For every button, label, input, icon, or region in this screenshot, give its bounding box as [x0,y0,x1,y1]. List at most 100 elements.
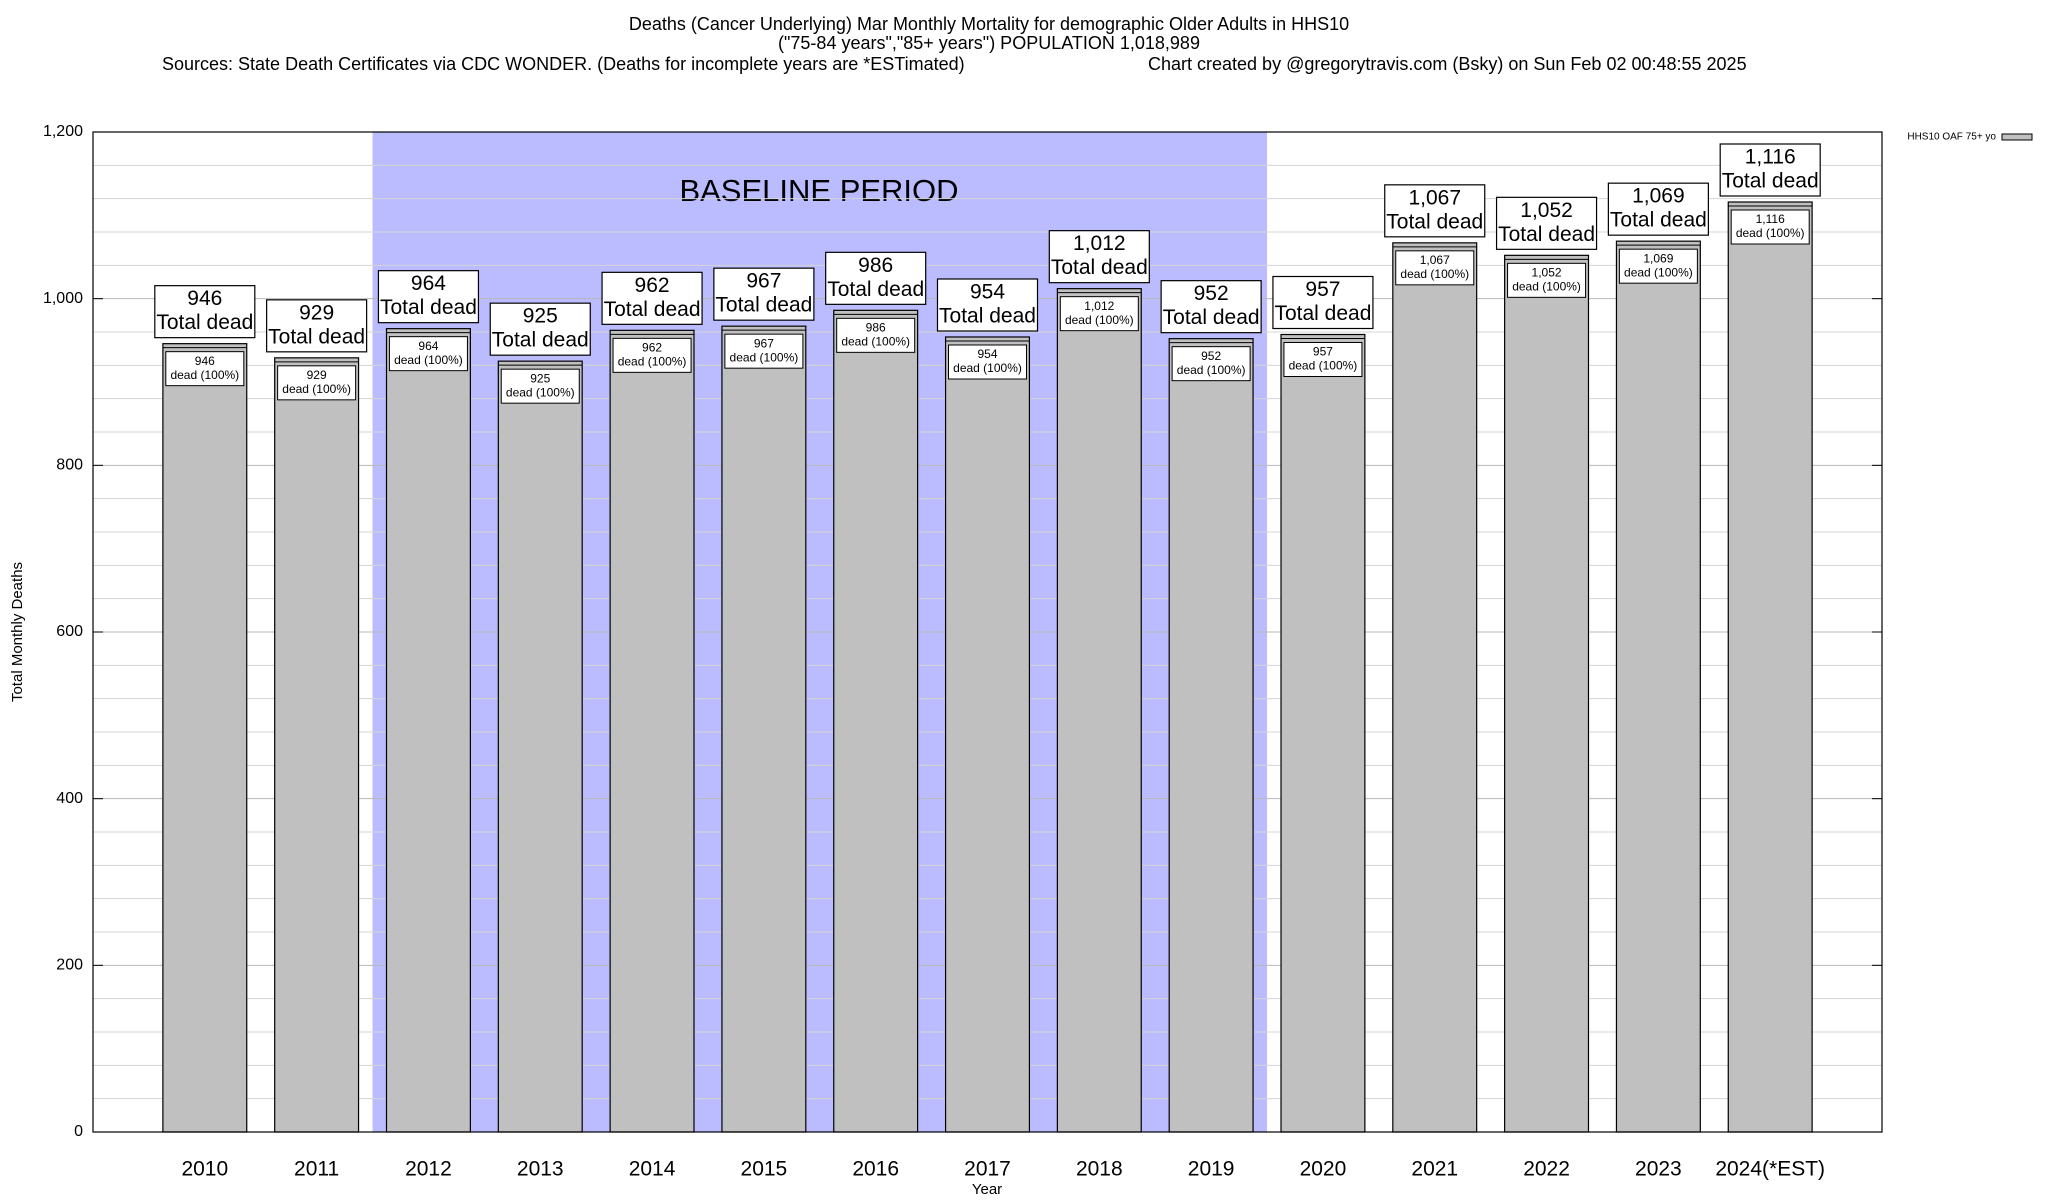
legend-label: HHS10 OAF 75+ yo [1907,132,1996,143]
value-label: 986 [858,254,893,277]
value-label: 929 [299,301,334,324]
bar [1280,333,1366,1133]
total-label-box [1272,275,1374,330]
total-label-box [1495,196,1598,250]
chart-subtitle: ("75-84 years","85+ years") POPULATION 1… [778,33,1200,53]
inner-label-box [388,336,468,372]
inner-label: dead (100%) [953,361,1022,375]
total-label: Total dead [604,298,701,321]
value-label: 954 [970,281,1005,304]
inner-value-label: 986 [866,321,886,335]
inner-label-box [1171,346,1251,382]
total-label: Total dead [268,325,365,348]
inner-value-label: 952 [1201,349,1221,363]
x-axis-label: Year [972,1181,1002,1198]
value-label: 1,116 [1745,146,1796,169]
inner-label: dead (100%) [1736,226,1805,240]
inner-label: dead (100%) [730,350,799,364]
x-tick-label: 2015 [741,1158,788,1181]
inner-label: dead (100%) [1065,313,1134,327]
inner-label: dead (100%) [282,382,351,396]
x-tick-label: 2016 [852,1158,899,1181]
value-label: 1,012 [1073,232,1126,255]
inner-value-label: 964 [418,339,438,353]
inner-label: dead (100%) [170,368,239,382]
total-label-box [1048,230,1150,284]
inner-label: dead (100%) [1177,363,1246,377]
total-label: Total dead [156,311,253,334]
x-tick-label: 2010 [181,1158,228,1181]
legend-swatch [2001,133,2033,141]
y-tick-label: 1,200 [43,123,83,140]
bar [1392,242,1478,1133]
inner-label-box [724,333,804,369]
value-label: 1,067 [1408,186,1461,209]
inner-label-box [277,365,357,401]
bar [162,343,248,1133]
total-label: Total dead [1274,302,1371,325]
y-axis-label: Total Monthly Deaths [9,562,26,702]
inner-label-box [1059,296,1139,332]
inner-value-label: 925 [530,371,550,385]
y-tick-label: 0 [74,1123,83,1140]
inner-value-label: 929 [307,368,327,382]
bar [1168,338,1254,1133]
total-label: Total dead [715,294,812,317]
bar [1615,240,1701,1133]
total-label: Total dead [1610,209,1707,232]
total-label-box [713,267,815,321]
bar [1727,201,1813,1133]
total-label: Total dead [1051,256,1148,279]
inner-label: dead (100%) [1289,359,1358,373]
x-tick-label: 2011 [294,1158,339,1181]
total-label-box [489,302,591,356]
inner-label-box [948,344,1027,380]
inner-value-label: 1,116 [1756,212,1785,226]
inner-label: dead (100%) [618,355,687,369]
chart-title: Deaths (Cancer Underlying) Mar Monthly M… [629,14,1349,34]
x-tick-label: 2020 [1300,1158,1347,1181]
sources: Sources: State Death Certificates via CD… [162,54,965,74]
total-label-box [1160,280,1262,334]
credit: Chart created by @gregorytravis.com (Bsk… [1148,54,1747,74]
total-label: Total dead [1163,306,1260,329]
x-tick-label: 2014 [629,1158,676,1181]
total-label: Total dead [492,329,589,352]
total-label-box [601,271,703,325]
total-label-box [936,278,1039,332]
total-label-box [266,299,368,353]
bar [274,357,360,1133]
y-tick-label: 600 [56,623,83,640]
total-label-box [1384,184,1486,238]
inner-value-label: 954 [977,347,997,361]
inner-value-label: 957 [1313,345,1333,359]
x-tick-label: 2022 [1523,1158,1570,1181]
shaded-region-label: BASELINE PERIOD [679,173,958,208]
value-label: 964 [411,272,446,295]
inner-label-box [165,351,245,387]
total-label-box [1719,143,1821,197]
x-tick-label: 2018 [1076,1158,1123,1181]
total-label: Total dead [1722,170,1819,193]
bar [609,329,695,1133]
x-tick-label: 2019 [1188,1158,1235,1181]
value-label: 967 [746,270,781,293]
x-tick-label: 2017 [964,1158,1011,1181]
total-label: Total dead [827,278,924,301]
inner-value-label: 967 [754,336,774,350]
inner-value-label: 962 [642,341,662,355]
inner-label: dead (100%) [1512,280,1581,294]
inner-label-box [1395,250,1475,286]
inner-label-box [1618,248,1698,284]
bar [385,328,471,1133]
value-label: 946 [187,287,222,310]
total-label-box [154,285,256,339]
y-tick-label: 400 [56,790,83,807]
x-tick-label: 2013 [517,1158,564,1181]
x-tick-label: 2023 [1635,1158,1682,1181]
value-label: 1,052 [1520,199,1573,222]
bar [944,336,1031,1133]
inner-label-box [1730,209,1810,245]
inner-value-label: 1,069 [1643,251,1673,265]
